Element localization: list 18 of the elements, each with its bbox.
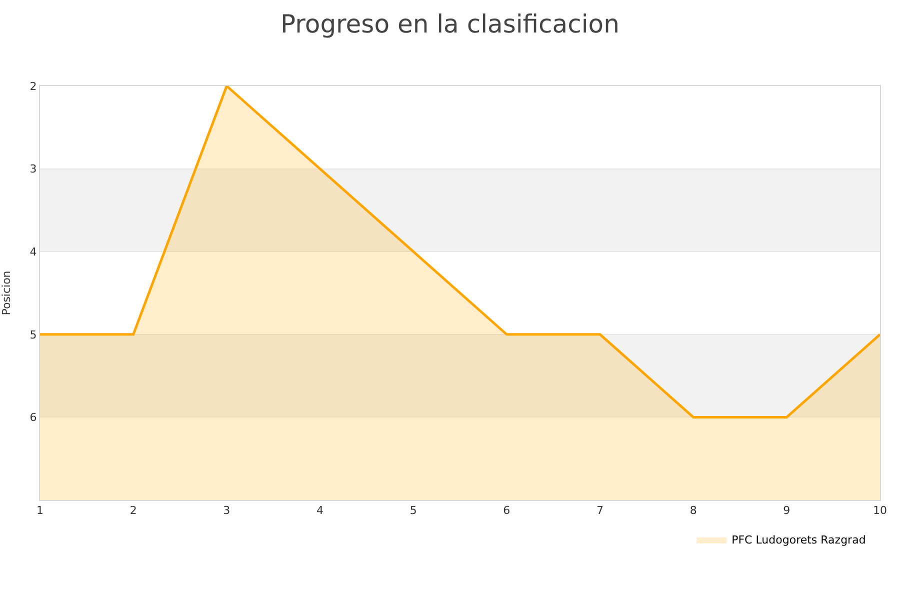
x-tick-label: 2 <box>130 504 137 518</box>
x-tick-label: 8 <box>690 504 697 518</box>
y-tick-label: 4 <box>30 245 37 258</box>
legend-label: PFC Ludogorets Razgrad <box>732 534 866 547</box>
chart-title: Progreso en la clasificacion <box>280 10 620 38</box>
y-tick-label: 3 <box>30 162 37 176</box>
x-tick-label: 1 <box>36 504 44 518</box>
y-tick-label: 6 <box>30 411 37 424</box>
y-axis-title: Posicion <box>0 270 13 316</box>
x-tick-label: 6 <box>503 504 510 518</box>
x-tick-label: 7 <box>596 504 604 518</box>
y-tick-label: 2 <box>30 80 37 93</box>
x-tick-label: 10 <box>873 504 887 518</box>
x-tick-label: 5 <box>410 504 417 518</box>
x-tick-label: 9 <box>783 504 790 518</box>
y-tick-label: 5 <box>30 328 37 342</box>
x-tick-label: 4 <box>316 504 324 518</box>
x-tick-label: 3 <box>223 504 230 518</box>
